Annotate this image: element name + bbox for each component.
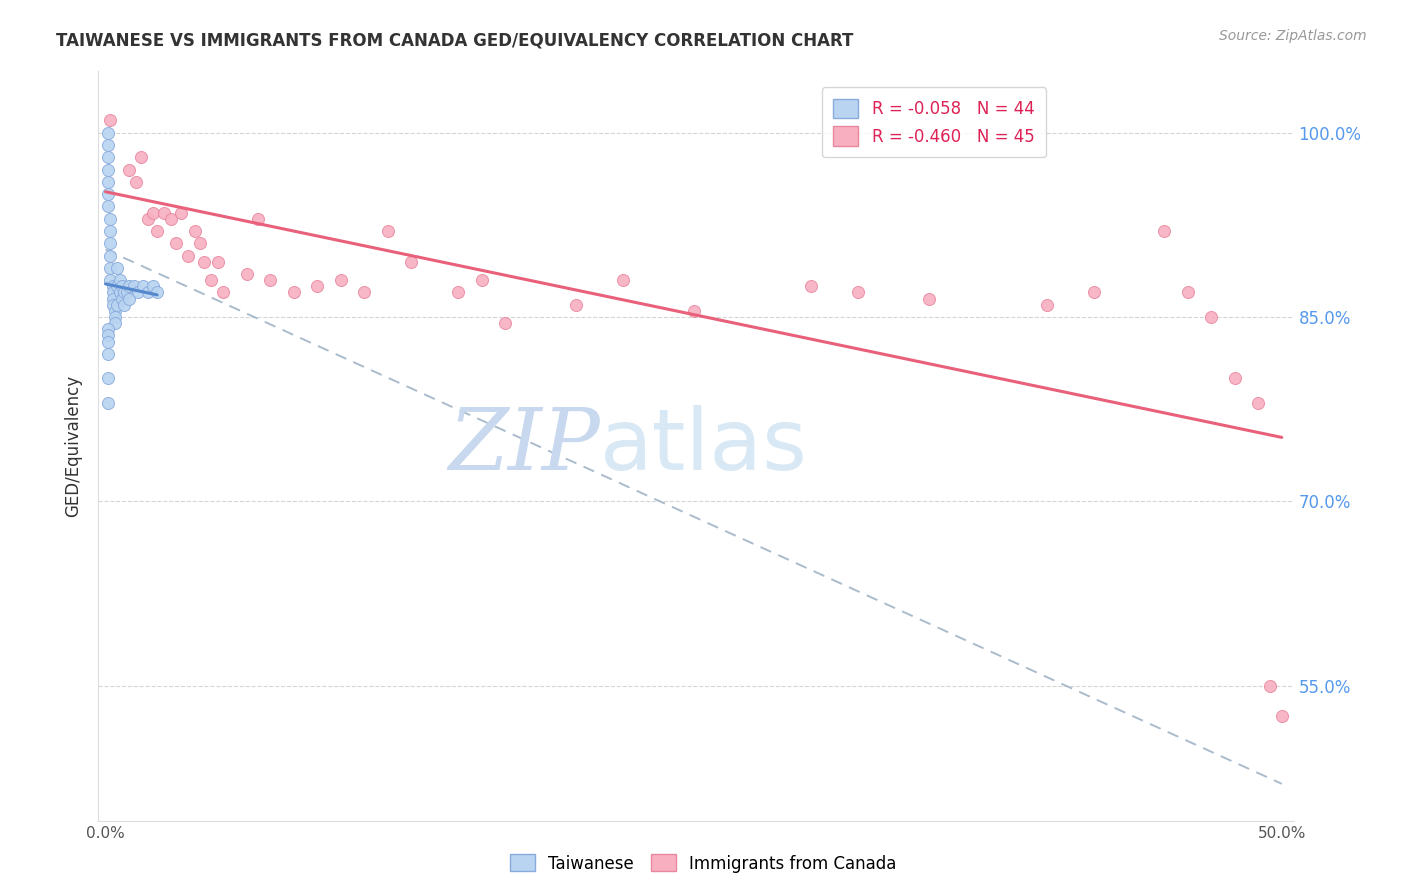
- Point: [97, 322, 120, 336]
- Point: [122, 279, 145, 293]
- Point: [98, 236, 121, 251]
- Point: [283, 285, 305, 300]
- Point: [1177, 285, 1199, 300]
- Point: [136, 211, 159, 226]
- Point: [494, 316, 516, 330]
- Point: [132, 279, 155, 293]
- Text: TAIWANESE VS IMMIGRANTS FROM CANADA GED/EQUIVALENCY CORRELATION CHART: TAIWANESE VS IMMIGRANTS FROM CANADA GED/…: [56, 31, 853, 49]
- Point: [101, 298, 124, 312]
- Point: [918, 292, 941, 306]
- Point: [141, 279, 163, 293]
- Point: [800, 279, 823, 293]
- Point: [129, 150, 152, 164]
- Point: [101, 279, 124, 293]
- Point: [105, 279, 128, 293]
- Point: [98, 211, 121, 226]
- Text: atlas: atlas: [600, 404, 808, 488]
- Point: [1223, 371, 1246, 385]
- Point: [97, 199, 120, 213]
- Point: [612, 273, 634, 287]
- Point: [188, 236, 211, 251]
- Point: [1083, 285, 1105, 300]
- Legend: R = -0.058   N = 44, R = -0.460   N = 45: R = -0.058 N = 44, R = -0.460 N = 45: [821, 87, 1046, 157]
- Point: [108, 273, 131, 287]
- Point: [329, 273, 352, 287]
- Point: [105, 260, 128, 275]
- Point: [146, 224, 169, 238]
- Point: [104, 304, 127, 318]
- Point: [170, 205, 193, 219]
- Point: [98, 224, 121, 238]
- Point: [97, 347, 120, 361]
- Point: [111, 279, 134, 293]
- Point: [98, 249, 121, 263]
- Point: [101, 292, 124, 306]
- Point: [104, 310, 127, 324]
- Point: [682, 304, 704, 318]
- Point: [235, 267, 257, 281]
- Point: [97, 371, 120, 385]
- Point: [118, 279, 141, 293]
- Point: [401, 254, 423, 268]
- Point: [200, 273, 222, 287]
- Point: [212, 285, 235, 300]
- Legend: Taiwanese, Immigrants from Canada: Taiwanese, Immigrants from Canada: [503, 847, 903, 880]
- Point: [97, 138, 120, 153]
- Point: [97, 126, 120, 140]
- Point: [207, 254, 229, 268]
- Point: [104, 316, 127, 330]
- Point: [101, 285, 124, 300]
- Point: [118, 162, 141, 177]
- Point: [1271, 709, 1294, 723]
- Point: [111, 292, 134, 306]
- Point: [112, 298, 135, 312]
- Point: [193, 254, 215, 268]
- Point: [307, 279, 329, 293]
- Point: [247, 211, 270, 226]
- Point: [97, 150, 120, 164]
- Point: [471, 273, 494, 287]
- Point: [98, 260, 121, 275]
- Point: [97, 334, 120, 349]
- Point: [97, 162, 120, 177]
- Point: [98, 273, 121, 287]
- Point: [97, 328, 120, 343]
- Point: [112, 285, 135, 300]
- Point: [447, 285, 470, 300]
- Point: [146, 285, 169, 300]
- Text: Source: ZipAtlas.com: Source: ZipAtlas.com: [1219, 29, 1367, 43]
- Point: [846, 285, 869, 300]
- Point: [1035, 298, 1057, 312]
- Point: [105, 298, 128, 312]
- Point: [115, 285, 138, 300]
- Point: [127, 285, 149, 300]
- Point: [1153, 224, 1175, 238]
- Point: [108, 285, 131, 300]
- Point: [565, 298, 588, 312]
- Point: [165, 236, 187, 251]
- Point: [184, 224, 207, 238]
- Text: ZIP: ZIP: [449, 405, 600, 487]
- Point: [377, 224, 399, 238]
- Point: [141, 205, 163, 219]
- Point: [153, 205, 176, 219]
- Point: [259, 273, 281, 287]
- Point: [1247, 396, 1270, 410]
- Point: [97, 187, 120, 202]
- Point: [160, 211, 183, 226]
- Y-axis label: GED/Equivalency: GED/Equivalency: [65, 375, 83, 517]
- Point: [97, 175, 120, 189]
- Point: [136, 285, 159, 300]
- Point: [118, 292, 141, 306]
- Point: [1258, 679, 1281, 693]
- Point: [1199, 310, 1222, 324]
- Point: [125, 175, 148, 189]
- Point: [177, 249, 200, 263]
- Point: [98, 113, 121, 128]
- Point: [353, 285, 375, 300]
- Point: [97, 396, 120, 410]
